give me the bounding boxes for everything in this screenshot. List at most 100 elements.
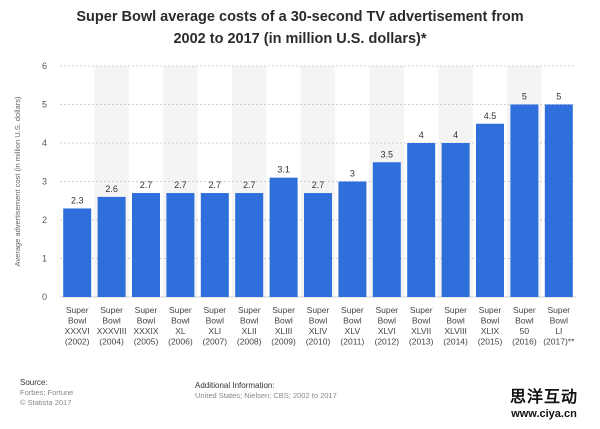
x-tick-label: (2014) bbox=[443, 337, 468, 347]
bar-value-label: 3.1 bbox=[277, 165, 290, 175]
x-tick-label: Super bbox=[479, 305, 502, 315]
x-tick-label: (2012) bbox=[375, 337, 400, 347]
x-tick-label: XLVI bbox=[378, 326, 396, 336]
bar-value-label: 4 bbox=[453, 130, 458, 140]
chart-title-line-1: Super Bowl average costs of a 30-second … bbox=[76, 9, 524, 25]
x-tick-label: Bowl bbox=[274, 316, 293, 326]
bar bbox=[407, 143, 436, 297]
bar bbox=[132, 193, 160, 297]
x-tick-label: (2017)** bbox=[543, 337, 575, 347]
x-tick-label: Super bbox=[272, 305, 295, 315]
bar-value-label: 4.5 bbox=[484, 111, 497, 121]
x-tick-label: (2010) bbox=[306, 337, 331, 347]
bar-value-label: 5 bbox=[556, 92, 561, 102]
bar bbox=[304, 193, 332, 297]
x-tick-label: Bowl bbox=[309, 316, 328, 326]
bar bbox=[97, 196, 126, 297]
bar bbox=[63, 208, 92, 297]
x-tick-label: XLIX bbox=[481, 326, 500, 336]
bar-value-label: 4 bbox=[419, 130, 424, 140]
x-tick-label: (2007) bbox=[203, 337, 228, 347]
watermark-chinese: 思洋互动 bbox=[509, 389, 578, 406]
x-tick-label: Super bbox=[547, 305, 570, 315]
x-tick-label: XLIII bbox=[275, 326, 292, 336]
info-heading: Additional Information: bbox=[195, 381, 275, 390]
x-tick-label: (2005) bbox=[134, 337, 159, 347]
bar bbox=[235, 193, 264, 297]
bar bbox=[269, 177, 298, 297]
x-tick-label: Super bbox=[238, 305, 261, 315]
x-tick-label: (2016) bbox=[512, 337, 537, 347]
x-tick-label: (2006) bbox=[168, 337, 193, 347]
x-tick-label: XLVIII bbox=[444, 326, 467, 336]
bar-value-label: 2.7 bbox=[243, 180, 256, 190]
x-tick-label: (2009) bbox=[271, 337, 296, 347]
x-tick-label: Super bbox=[66, 305, 89, 315]
bar-value-label: 2.7 bbox=[209, 180, 222, 190]
y-axis-label: Average advertisement cost (in million U… bbox=[13, 96, 22, 266]
x-tick-label: Bowl bbox=[240, 316, 259, 326]
x-tick-label: Bowl bbox=[412, 316, 431, 326]
x-tick-label: XLII bbox=[242, 326, 257, 336]
watermark-url: www.ciya.cn bbox=[511, 408, 577, 420]
bar-value-label: 2.7 bbox=[174, 180, 187, 190]
x-tick-label: 50 bbox=[520, 326, 530, 336]
x-tick-label: Bowl bbox=[550, 316, 569, 326]
y-tick-label: 0 bbox=[42, 292, 47, 302]
additional-info-block: Additional Information: United States; N… bbox=[195, 381, 337, 401]
x-tick-label: XXXVIII bbox=[97, 326, 127, 336]
x-tick-label: Super bbox=[307, 305, 330, 315]
source-line-1: Forbes; Fortune bbox=[20, 388, 74, 397]
source-heading: Source: bbox=[20, 378, 48, 387]
bar bbox=[200, 193, 229, 297]
x-tick-label: Super bbox=[341, 305, 364, 315]
y-tick-label: 1 bbox=[42, 254, 47, 264]
bar bbox=[338, 181, 367, 297]
bar bbox=[544, 104, 573, 297]
bar-chart: 0 1 2 3 4 5 6 Average advertisement cost (in mi… bbox=[13, 61, 576, 347]
bar bbox=[372, 162, 401, 297]
x-tick-label: Super bbox=[203, 305, 226, 315]
source-block: Source: Forbes; Fortune © Statista 2017 bbox=[20, 378, 73, 408]
bar-value-label: 3.5 bbox=[381, 149, 394, 159]
x-tick-label: XLVII bbox=[411, 326, 431, 336]
x-tick-label: Bowl bbox=[515, 316, 534, 326]
chart-title: Super Bowl average costs of a 30-second … bbox=[0, 6, 600, 50]
x-tick-label: (2004) bbox=[99, 337, 124, 347]
x-tick-label: (2015) bbox=[478, 337, 503, 347]
x-tick-label: (2011) bbox=[340, 337, 364, 347]
y-tick-label: 5 bbox=[42, 100, 47, 110]
chart-title-line-2: 2002 to 2017 (in million U.S. dollars)* bbox=[173, 31, 427, 47]
x-tick-label: XLV bbox=[345, 326, 361, 336]
bar-value-label: 2.7 bbox=[140, 180, 153, 190]
x-tick-label: (2008) bbox=[237, 337, 262, 347]
x-tick-label: Bowl bbox=[378, 316, 397, 326]
bar bbox=[166, 193, 195, 297]
watermark-logo: 思洋互动 www.ciya.cn bbox=[496, 389, 592, 421]
x-tick-label: Bowl bbox=[137, 316, 156, 326]
x-tick-label: Super bbox=[410, 305, 433, 315]
x-tick-label: XXXVI bbox=[65, 326, 90, 336]
x-tick-label: Bowl bbox=[481, 316, 500, 326]
bar bbox=[476, 123, 504, 297]
bar-value-label: 5 bbox=[522, 92, 527, 102]
bar-value-label: 3 bbox=[350, 169, 355, 179]
x-tick-label: Super bbox=[513, 305, 536, 315]
y-tick-label: 6 bbox=[42, 61, 47, 71]
x-tick-label: Bowl bbox=[206, 316, 225, 326]
y-tick-label: 4 bbox=[42, 138, 47, 148]
x-tick-label: Super bbox=[444, 305, 467, 315]
source-line-2: © Statista 2017 bbox=[20, 398, 72, 407]
bar-value-label: 2.3 bbox=[71, 195, 84, 205]
y-tick-label: 2 bbox=[42, 215, 47, 225]
bar-value-label: 2.6 bbox=[105, 184, 118, 194]
bar-value-label: 2.7 bbox=[312, 180, 325, 190]
y-tick-label: 3 bbox=[42, 177, 47, 187]
x-tick-label: (2013) bbox=[409, 337, 434, 347]
x-tick-label: XLIV bbox=[309, 326, 328, 336]
bar bbox=[510, 104, 539, 297]
bar bbox=[441, 143, 470, 297]
x-tick-label: Super bbox=[169, 305, 192, 315]
x-tick-label: Bowl bbox=[68, 316, 87, 326]
x-tick-label: XLI bbox=[208, 326, 221, 336]
